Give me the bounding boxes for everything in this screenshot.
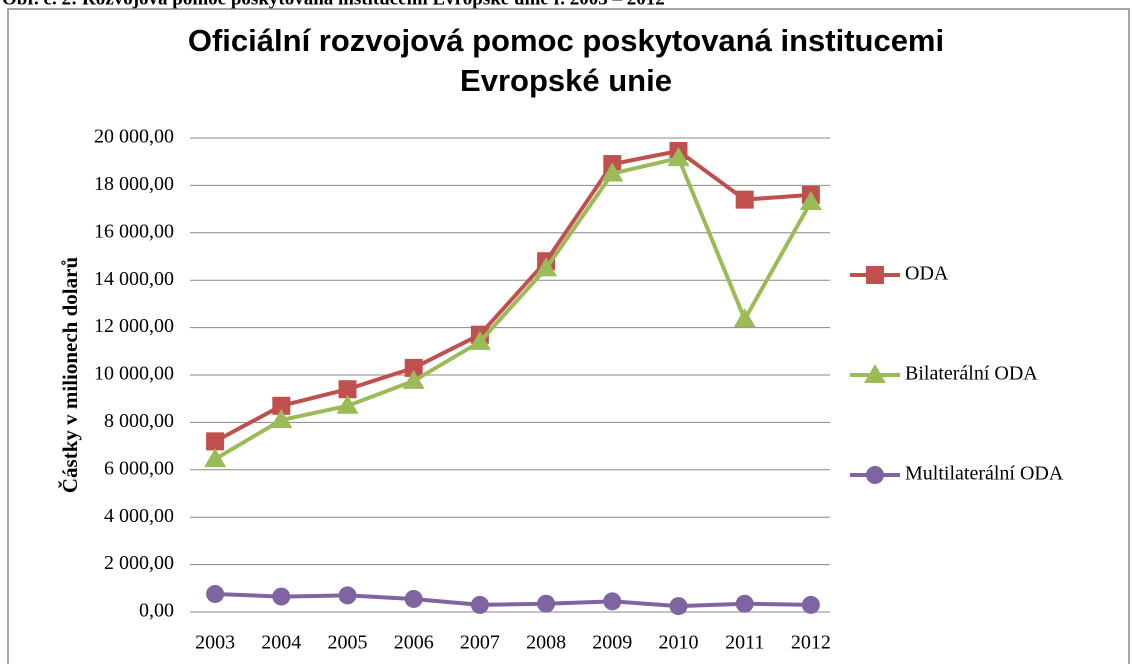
- x-tick-label: 2004: [261, 632, 301, 654]
- y-tick-label: 18 000,00: [94, 173, 174, 195]
- marker: [338, 586, 357, 605]
- marker: [735, 594, 754, 613]
- x-tick-label: 2006: [394, 632, 434, 654]
- chart-title: Evropské unie: [460, 63, 672, 98]
- y-axis-title: Částky v milionech dolarů: [58, 257, 82, 494]
- y-tick-label: 0,00: [139, 600, 174, 622]
- marker: [603, 592, 622, 611]
- y-tick-label: 14 000,00: [94, 268, 174, 290]
- y-tick-label: 12 000,00: [94, 315, 174, 337]
- y-tick-label: 8 000,00: [104, 410, 174, 432]
- marker: [338, 380, 357, 399]
- marker: [404, 358, 423, 377]
- series-line: [214, 148, 812, 444]
- x-tick-label: 2010: [659, 632, 699, 654]
- x-tick-label: 2007: [460, 632, 500, 654]
- y-tick-label: 20 000,00: [94, 126, 174, 148]
- x-tick-label: 2009: [592, 632, 632, 654]
- x-tick-label: 2008: [526, 632, 566, 654]
- legend-label: Multilaterální ODA: [905, 463, 1064, 485]
- chart-title: Oficiální rozvojová pomoc poskytovaná in…: [188, 23, 944, 58]
- marker: [601, 162, 624, 182]
- legend-marker: [866, 466, 884, 484]
- marker: [404, 589, 423, 608]
- marker: [535, 257, 558, 277]
- marker: [272, 396, 291, 415]
- marker: [667, 147, 690, 167]
- x-tick-label: 2003: [195, 632, 235, 654]
- marker: [735, 190, 754, 209]
- legend-marker: [864, 364, 886, 383]
- marker: [468, 330, 491, 350]
- series-line: [215, 591, 811, 609]
- marker: [801, 595, 820, 614]
- series-line: [214, 155, 813, 461]
- x-tick-label: 2005: [328, 632, 368, 654]
- marker: [206, 584, 225, 603]
- caption: Obr. č. 2: Rozvojová pomoc poskytovaná i…: [2, 0, 665, 9]
- marker: [336, 394, 359, 414]
- chart-frame: [7, 8, 1130, 664]
- marker: [272, 587, 291, 606]
- x-tick-label: 2011: [725, 632, 764, 654]
- legend-label: ODA: [905, 263, 949, 285]
- x-tick-label: 2012: [791, 632, 831, 654]
- marker: [402, 369, 425, 389]
- marker: [799, 190, 822, 210]
- y-tick-label: 6 000,00: [104, 457, 174, 479]
- legend-marker: [866, 266, 884, 284]
- marker: [733, 308, 756, 328]
- legend-label: Bilaterální ODA: [905, 363, 1038, 385]
- y-tick-label: 16 000,00: [94, 220, 174, 242]
- marker: [537, 594, 556, 613]
- marker: [206, 432, 225, 451]
- marker: [204, 448, 227, 468]
- marker: [270, 409, 293, 429]
- marker: [669, 597, 688, 616]
- y-tick-label: 2 000,00: [104, 552, 174, 574]
- marker: [470, 595, 489, 614]
- y-tick-label: 10 000,00: [94, 363, 174, 385]
- y-tick-label: 4 000,00: [104, 505, 174, 527]
